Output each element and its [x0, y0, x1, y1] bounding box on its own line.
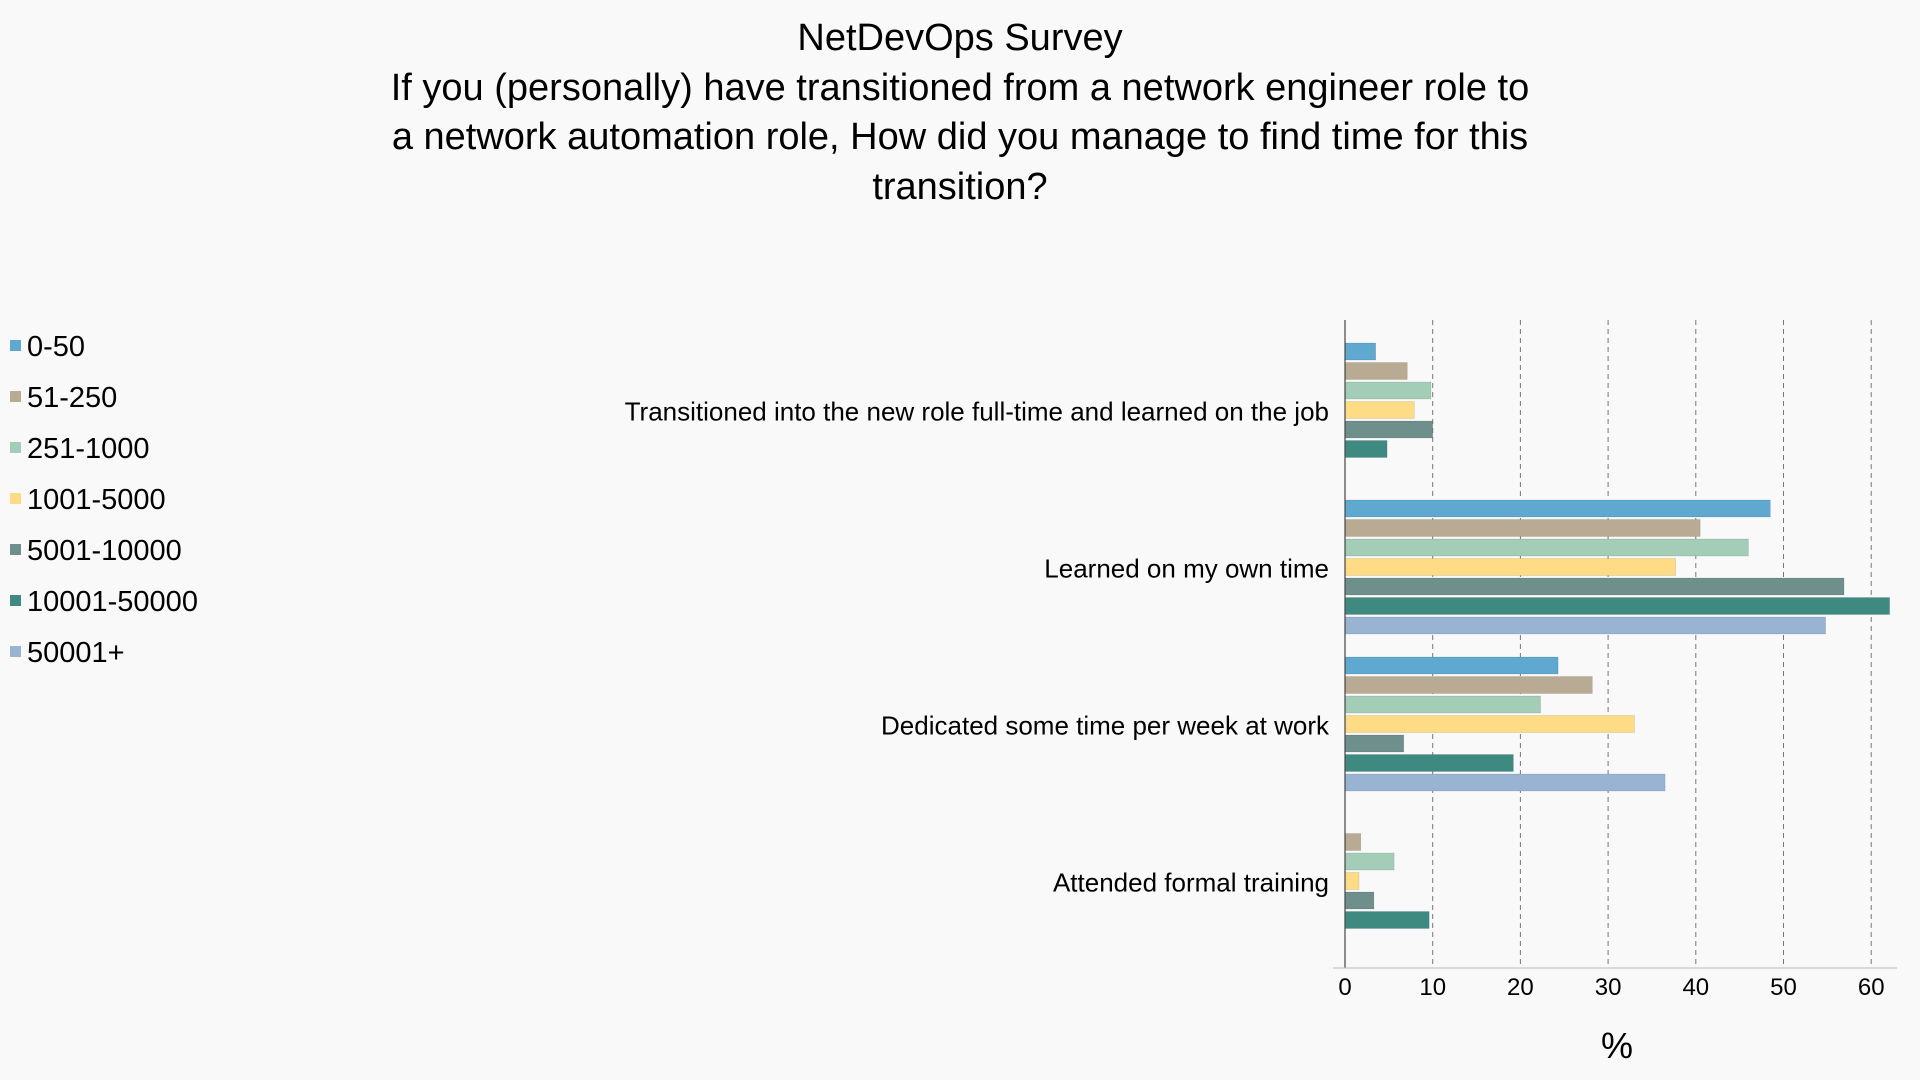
legend-swatch-50001+: [10, 646, 21, 657]
chart-title-group: NetDevOps Survey If you (personally) hav…: [391, 17, 1529, 208]
bar-251-1000-cat-1: [1344, 538, 1749, 557]
bar-5001-10000-cat-2: [1344, 734, 1405, 753]
bar-1001-5000-cat-3: [1344, 872, 1360, 890]
bar-0-50-cat-0: [1344, 342, 1376, 361]
chart-subtitle-line-3: transition?: [872, 166, 1047, 208]
bar-251-1000-cat-3: [1344, 852, 1395, 871]
bar-10001-50000-cat-3: [1344, 911, 1430, 929]
category-label-2: Dedicated some time per week at work: [881, 710, 1330, 740]
bar-251-1000-cat-0: [1344, 381, 1432, 400]
bar-51-250-cat-1: [1344, 519, 1701, 537]
bar-0-50-cat-1: [1344, 499, 1771, 518]
category-labels: Transitioned into the new role full-time…: [625, 396, 1330, 897]
bar-0-50-cat-2: [1344, 656, 1559, 675]
legend-swatch-5001-10000: [10, 544, 21, 555]
x-axis-label: %: [1601, 1025, 1633, 1066]
category-label-3: Attended formal training: [1053, 867, 1329, 897]
bar-5001-10000-cat-0: [1344, 420, 1433, 439]
legend-swatch-1001-5000: [10, 493, 21, 504]
legend-label-5001-10000: 5001-10000: [27, 535, 182, 567]
x-tick-60: 60: [1858, 974, 1885, 1001]
category-label-0: Transitioned into the new role full-time…: [625, 396, 1329, 426]
bars: [1344, 342, 1890, 929]
bar-50001+-cat-2: [1344, 773, 1666, 792]
axes: [1333, 320, 1897, 969]
legend: 0-50 51-250 251-1000 1001-5000 5001-10000 100…: [10, 331, 198, 669]
bar-51-250-cat-0: [1344, 362, 1408, 380]
legend-label-10001-50000: 10001-50000: [27, 586, 198, 618]
category-label-1: Learned on my own time: [1044, 553, 1329, 583]
bar-5001-10000-cat-1: [1344, 577, 1845, 596]
legend-swatch-0-50: [10, 340, 21, 351]
x-tick-20: 20: [1507, 974, 1534, 1001]
x-tick-labels: 0 10 20 30 40 50 60: [1338, 974, 1884, 1001]
gridlines: [1432, 320, 1872, 968]
bar-251-1000-cat-2: [1344, 695, 1541, 714]
x-tick-0: 0: [1338, 974, 1351, 1001]
chart-subtitle-line-1: If you (personally) have transitioned fr…: [391, 67, 1529, 109]
bar-10001-50000-cat-1: [1344, 597, 1890, 615]
chart-subtitle-line-2: a network automation role, How did you m…: [392, 116, 1528, 158]
legend-label-50001+: 50001+: [27, 637, 125, 669]
bar-5001-10000-cat-3: [1344, 891, 1375, 910]
bar-51-250-cat-2: [1344, 676, 1593, 694]
bar-1001-5000-cat-0: [1344, 401, 1415, 419]
x-tick-40: 40: [1682, 974, 1709, 1001]
bar-50001+-cat-1: [1344, 616, 1826, 635]
x-tick-30: 30: [1595, 974, 1622, 1001]
bar-10001-50000-cat-0: [1344, 440, 1388, 458]
legend-label-0-50: 0-50: [27, 331, 85, 363]
legend-label-1001-5000: 1001-5000: [27, 484, 166, 516]
bar-10001-50000-cat-2: [1344, 754, 1514, 772]
chart-title: NetDevOps Survey: [797, 17, 1122, 59]
bar-51-250-cat-3: [1344, 833, 1362, 851]
legend-swatch-251-1000: [10, 442, 21, 453]
bar-1001-5000-cat-2: [1344, 715, 1635, 733]
bar-1001-5000-cat-1: [1344, 558, 1676, 576]
legend-swatch-10001-50000: [10, 595, 21, 606]
x-tick-50: 50: [1770, 974, 1797, 1001]
x-tick-10: 10: [1419, 974, 1446, 1001]
legend-label-51-250: 51-250: [27, 382, 117, 414]
legend-swatch-51-250: [10, 391, 21, 402]
legend-label-251-1000: 251-1000: [27, 433, 150, 465]
